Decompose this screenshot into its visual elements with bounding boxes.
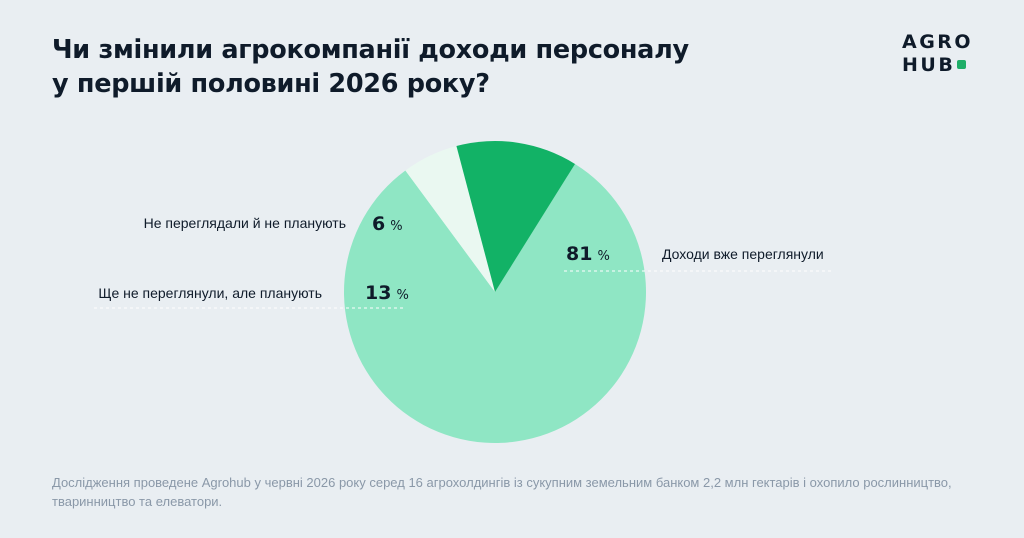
chart-title-line-1: Чи змінили агрокомпанії доходи персоналу: [52, 35, 689, 65]
logo-line-2: HUB: [902, 54, 956, 76]
slice-label: Ще не переглянули, але планують: [98, 285, 322, 301]
agrohub-logo: AGRO HUB: [902, 31, 973, 77]
chart-title: Чи змінили агрокомпанії доходи персоналу…: [52, 33, 689, 101]
logo-dot-icon: [957, 60, 967, 69]
slice-label: Не переглядали й не планують: [144, 215, 346, 231]
footnote: Дослідження проведене Agrohub у червні 2…: [52, 475, 952, 509]
data-label: 13%: [365, 282, 409, 304]
pie-slice: [405, 146, 495, 292]
chart-title-line-2: у першій половині 2026 року?: [52, 69, 490, 99]
pie-slice: [344, 163, 647, 443]
slice-label: Доходи вже переглянули: [662, 246, 824, 262]
logo-line-1: AGRO: [902, 31, 974, 53]
data-label: 6%: [372, 213, 403, 235]
pie-slice: [456, 140, 576, 292]
data-label: 81%: [566, 243, 610, 265]
